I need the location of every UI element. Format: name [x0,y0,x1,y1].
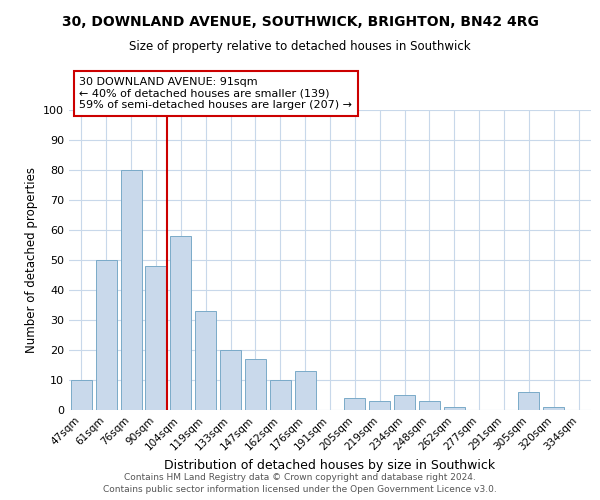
Text: Size of property relative to detached houses in Southwick: Size of property relative to detached ho… [129,40,471,53]
Bar [170,236,191,410]
Y-axis label: Number of detached properties: Number of detached properties [25,167,38,353]
Bar [96,260,117,410]
X-axis label: Distribution of detached houses by size in Southwick: Distribution of detached houses by size … [164,458,496,471]
Text: 30, DOWNLAND AVENUE, SOUTHWICK, BRIGHTON, BN42 4RG: 30, DOWNLAND AVENUE, SOUTHWICK, BRIGHTON… [62,15,538,29]
Bar [543,407,564,410]
Text: Contains HM Land Registry data © Crown copyright and database right 2024.: Contains HM Land Registry data © Crown c… [124,472,476,482]
Bar [121,170,142,410]
Bar [394,395,415,410]
Text: 30 DOWNLAND AVENUE: 91sqm
← 40% of detached houses are smaller (139)
59% of semi: 30 DOWNLAND AVENUE: 91sqm ← 40% of detac… [79,77,352,110]
Bar [270,380,291,410]
Text: Contains public sector information licensed under the Open Government Licence v3: Contains public sector information licen… [103,485,497,494]
Bar [518,392,539,410]
Bar [195,311,216,410]
Bar [71,380,92,410]
Bar [295,371,316,410]
Bar [245,359,266,410]
Bar [220,350,241,410]
Bar [145,266,167,410]
Bar [369,401,390,410]
Bar [419,401,440,410]
Bar [444,407,465,410]
Bar [344,398,365,410]
